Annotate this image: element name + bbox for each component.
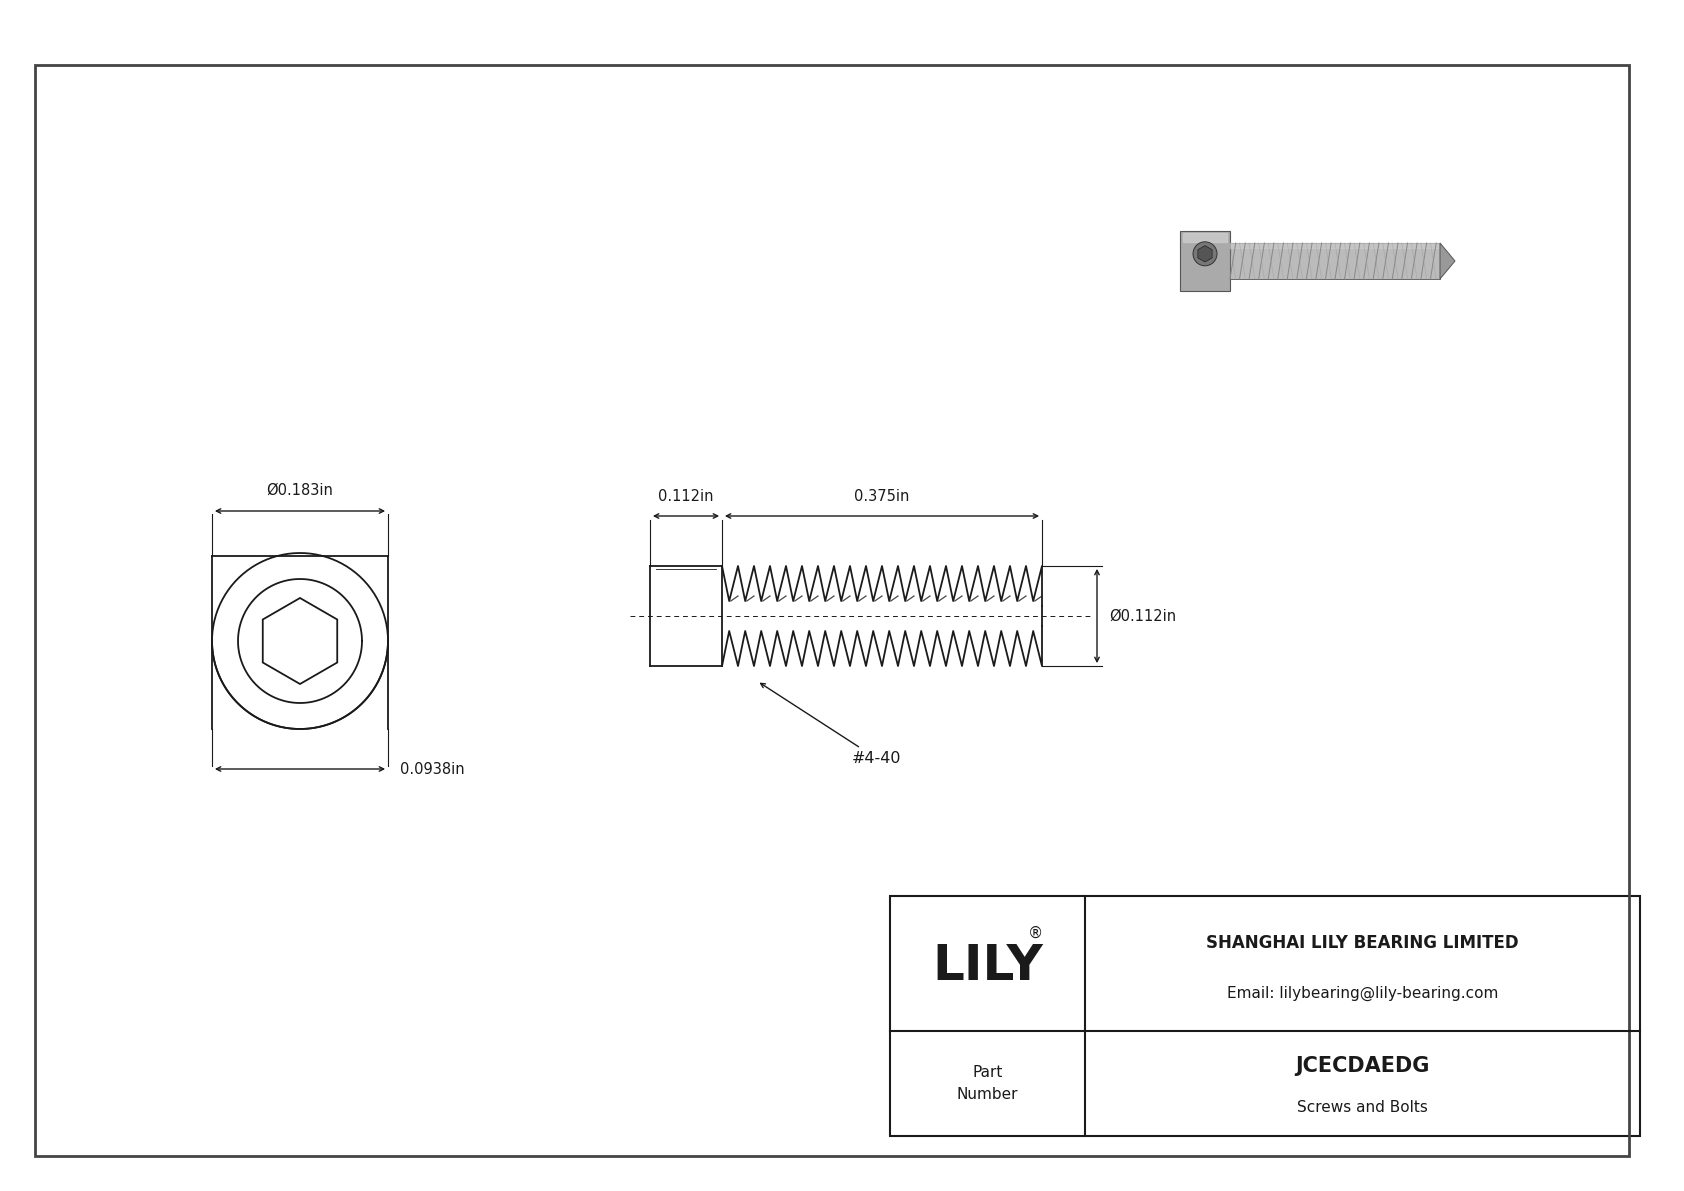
Polygon shape — [1197, 245, 1212, 262]
Text: #4-40: #4-40 — [761, 684, 901, 766]
Text: Email: lilybearing@lily-bearing.com: Email: lilybearing@lily-bearing.com — [1228, 986, 1499, 1000]
FancyBboxPatch shape — [1180, 231, 1229, 291]
Text: 0.112in: 0.112in — [658, 490, 714, 504]
Text: Ø0.112in: Ø0.112in — [1110, 609, 1175, 624]
Text: 0.0938in: 0.0938in — [401, 761, 465, 777]
Text: 0.375in: 0.375in — [854, 490, 909, 504]
Polygon shape — [1440, 243, 1455, 279]
Text: LILY: LILY — [933, 942, 1042, 990]
Bar — [891, 896, 1640, 1136]
Text: Part
Number: Part Number — [957, 1065, 1019, 1102]
Text: Screws and Bolts: Screws and Bolts — [1297, 1100, 1428, 1115]
Text: JCECDAEDG: JCECDAEDG — [1295, 1055, 1430, 1075]
Bar — [1229, 243, 1440, 279]
Circle shape — [1192, 242, 1218, 266]
Text: ®: ® — [1027, 925, 1042, 941]
Text: SHANGHAI LILY BEARING LIMITED: SHANGHAI LILY BEARING LIMITED — [1206, 934, 1519, 953]
Text: Ø0.183in: Ø0.183in — [266, 484, 333, 498]
